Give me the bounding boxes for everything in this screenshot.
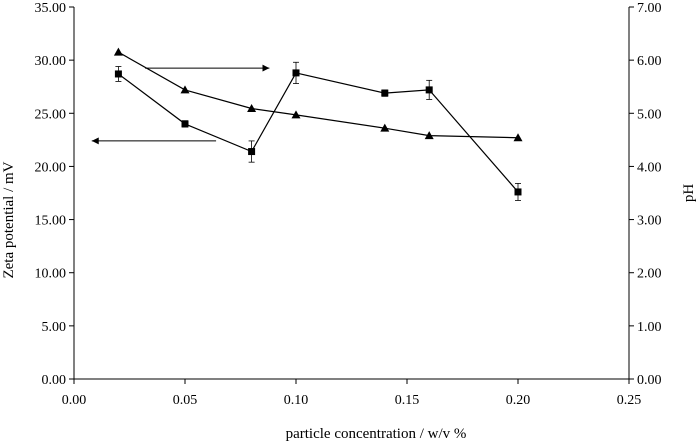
y-tick-label: 15.00	[35, 214, 67, 229]
y-axis-right-title: pH	[681, 184, 697, 203]
series-line	[118, 51, 519, 139]
x-tick-label: 0.20	[506, 393, 531, 408]
y-tick-label: 20.00	[35, 160, 67, 175]
y-tick-label: 30.00	[35, 54, 67, 69]
data-point-triangle	[247, 104, 257, 113]
y-tick-label: 10.00	[35, 267, 67, 282]
annotation-arrows	[91, 64, 270, 145]
y2-tick-label: 4.00	[637, 160, 662, 175]
y-axis-right-ticks: 0.00 1.00 2.00 3.00 4.00 5.00 6.00 7.00	[629, 1, 662, 388]
data-point-square	[292, 69, 300, 77]
data-point-square	[425, 86, 433, 94]
x-axis-ticks: 0.00 0.05 0.10 0.15 0.20 0.25	[62, 379, 642, 408]
y-axis-left-title: Zeta potential / mV	[1, 161, 17, 278]
data-point-square	[114, 70, 122, 78]
data-point-triangle	[424, 131, 434, 140]
data-point-triangle	[113, 47, 123, 56]
y2-tick-label: 1.00	[637, 320, 662, 335]
x-tick-label: 0.00	[62, 393, 87, 408]
x-axis-title: particle concentration / w/v %	[286, 426, 467, 442]
y2-tick-label: 0.00	[637, 373, 662, 388]
series-line	[118, 72, 519, 193]
data-point-square	[381, 89, 389, 97]
x-tick-label: 0.25	[617, 393, 642, 408]
series-zeta-potential	[114, 61, 522, 201]
y-tick-label: 25.00	[35, 107, 67, 122]
y2-tick-label: 7.00	[637, 1, 662, 16]
x-tick-label: 0.05	[173, 393, 198, 408]
data-point-square	[248, 148, 256, 156]
series-ph	[113, 47, 523, 142]
y-tick-label: 0.00	[42, 373, 67, 388]
data-point-triangle	[291, 110, 301, 119]
plot-frame	[73, 7, 630, 380]
x-tick-label: 0.15	[395, 393, 420, 408]
series-layer	[113, 47, 523, 201]
data-point-triangle	[513, 133, 523, 142]
y2-tick-label: 5.00	[637, 107, 662, 122]
data-point-square	[514, 188, 522, 196]
data-point-triangle	[180, 85, 190, 94]
y2-tick-label: 6.00	[637, 54, 662, 69]
y-tick-label: 35.00	[35, 1, 67, 16]
y2-tick-label: 2.00	[637, 267, 662, 282]
y2-tick-label: 3.00	[637, 214, 662, 229]
data-point-triangle	[380, 123, 390, 132]
data-point-square	[181, 120, 189, 128]
y-axis-left-ticks: 0.00 5.00 10.00 15.00 20.00 25.00 30.00 35.00	[35, 1, 74, 388]
y-tick-label: 5.00	[42, 320, 67, 335]
x-tick-label: 0.10	[284, 393, 309, 408]
